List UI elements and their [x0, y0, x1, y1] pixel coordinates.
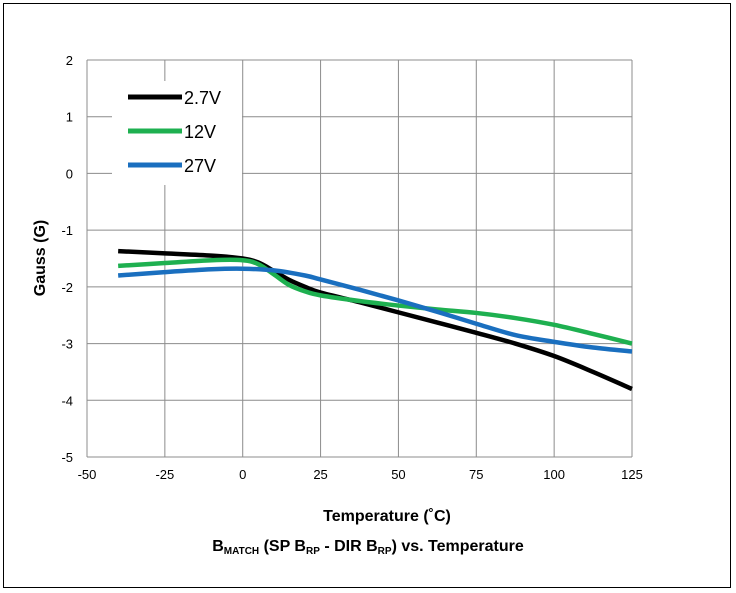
legend: 2.7V 12V 27V — [112, 81, 242, 185]
x-tick-label: 0 — [239, 467, 246, 482]
series-lines — [117, 248, 633, 392]
x-tick-label: -25 — [155, 467, 174, 482]
y-tick-label: -4 — [61, 393, 73, 408]
x-axis-title: Temperature (˚C) — [323, 508, 451, 525]
y-tick-label: 2 — [66, 53, 73, 68]
y-tick-label: -2 — [61, 280, 73, 295]
legend-label-2.7v: 2.7V — [184, 88, 221, 108]
legend-label-27v: 27V — [184, 156, 216, 176]
y-tick-label: -1 — [61, 223, 73, 238]
x-tick-label: -50 — [78, 467, 97, 482]
x-tick-label: 75 — [469, 467, 483, 482]
y-tick-label: 0 — [66, 166, 73, 181]
series-line-2.7v — [118, 248, 633, 392]
y-axis-title: Gauss (G) — [32, 220, 49, 296]
series-line-27v — [117, 266, 633, 354]
y-tick-label: 1 — [66, 110, 73, 125]
y-tick-label: -3 — [61, 337, 73, 352]
x-tick-label: 125 — [621, 467, 643, 482]
series-line-12v — [118, 257, 633, 346]
chart-caption: BMATCH (SP BRP - DIR BRP) vs. Temperatur… — [212, 538, 524, 557]
x-tick-label: 100 — [543, 467, 565, 482]
legend-label-12v: 12V — [184, 122, 216, 142]
x-tick-label: 50 — [391, 467, 405, 482]
y-tick-label: -5 — [61, 450, 73, 465]
tick-labels: -50 -25 0 25 50 75 100 125 2 1 0 -1 -2 -3 -4 -5 — [61, 53, 642, 482]
x-tick-label: 25 — [313, 467, 327, 482]
